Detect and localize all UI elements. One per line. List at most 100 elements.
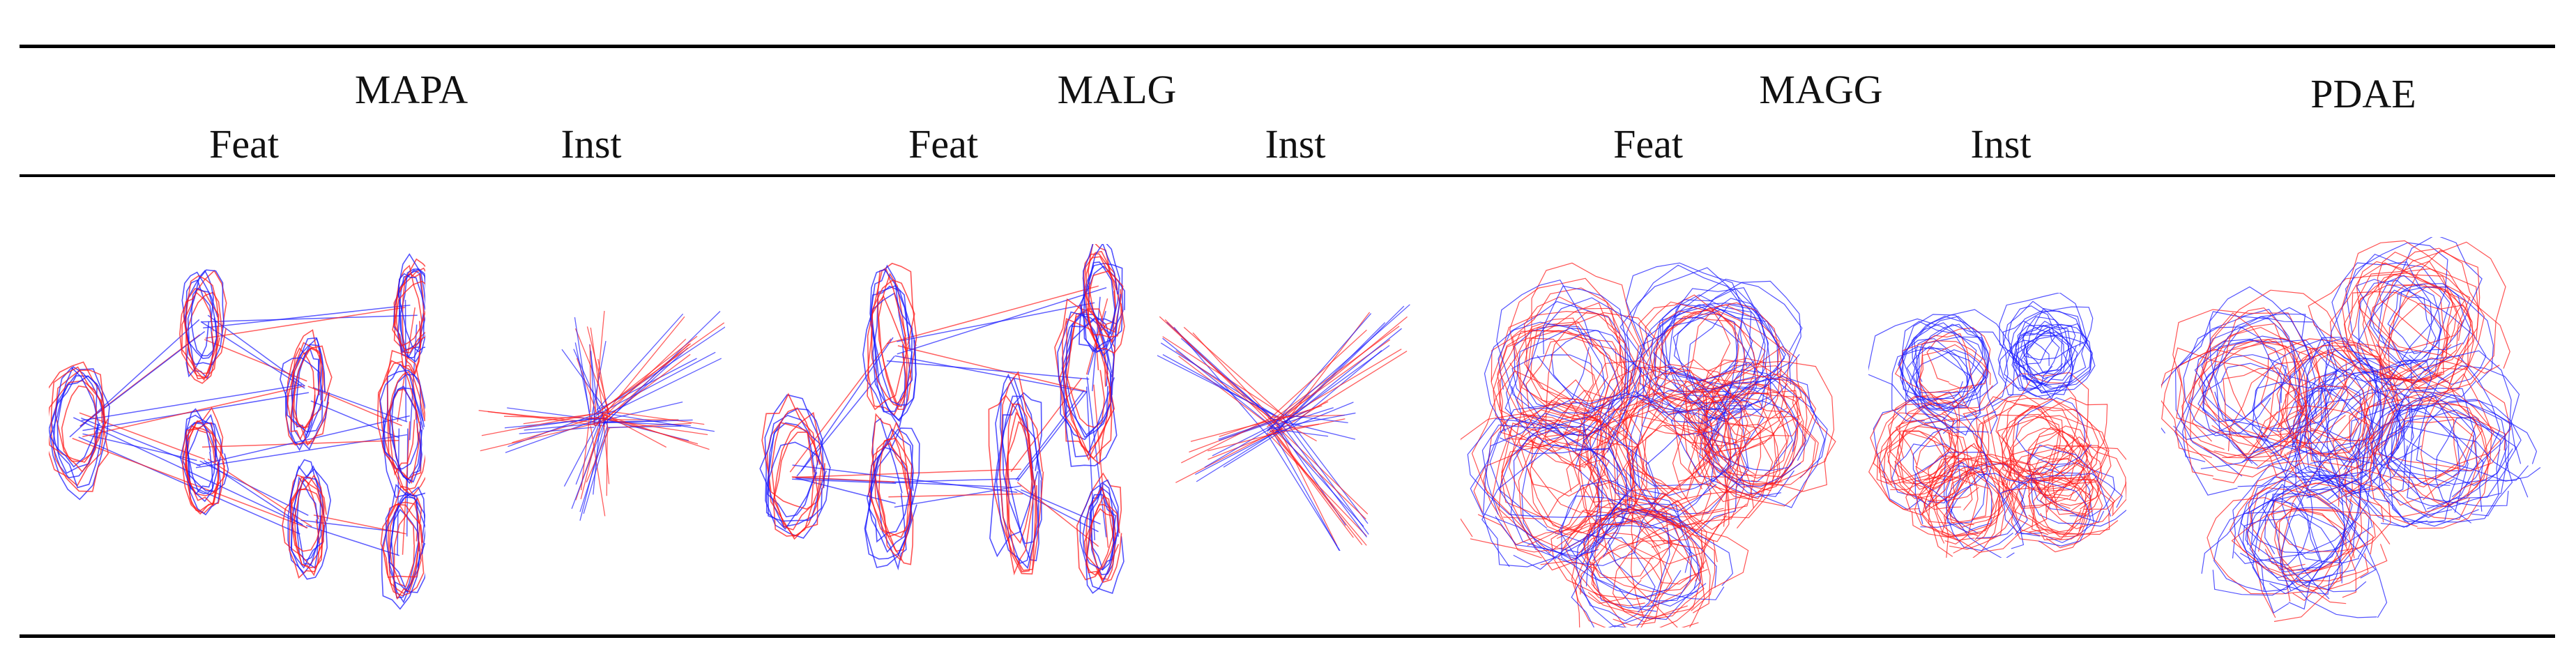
mapa-feat-loop [49, 375, 100, 468]
pdae-loop [2304, 349, 2395, 478]
pdae-loop [2358, 274, 2464, 372]
malg-inst-edge [1271, 429, 1340, 551]
mapa-feat-edge [207, 314, 305, 387]
pdae-loop [2223, 307, 2307, 439]
magg-feat-loop [1501, 422, 1619, 571]
pdae-loop [2197, 339, 2330, 470]
magg-feat-loop [1653, 303, 1738, 436]
malg-feat-edge [1093, 384, 1109, 548]
malg-inst-edge [1267, 419, 1364, 527]
magg-inst-loop [2000, 477, 2091, 547]
magg-inst-loop [2013, 406, 2100, 491]
magg-inst-loop [1894, 340, 1988, 394]
mapa-feat-loop [292, 477, 327, 569]
magg-feat-loop [1504, 327, 1643, 453]
malg-feat-loop [1006, 420, 1035, 576]
pdae-loop [2296, 342, 2399, 442]
mapa-feat-loop [379, 360, 425, 497]
mapa-inst-edge [580, 413, 590, 491]
subheader-malg-feat: Feat [908, 121, 978, 167]
magg-inst-loop [1963, 396, 2069, 475]
magg-inst-loop [2002, 458, 2087, 535]
mapa-feat-loop [387, 485, 420, 595]
magg-inst-loop [1887, 432, 1979, 501]
malg-inst-edge [1270, 423, 1320, 432]
pdae-loop [2280, 442, 2364, 591]
magg-inst-loop [1868, 318, 1977, 402]
magg-inst-loop [1883, 420, 1956, 496]
mapa-inst-edge [596, 316, 685, 425]
group-header-pdae: PDAE [2310, 71, 2416, 116]
pdae-loop [2198, 340, 2308, 438]
magg-inst-loop [1998, 444, 2099, 534]
figure-mapa-feat [49, 253, 425, 610]
pdae-loop [2249, 476, 2361, 595]
mapa-feat-edge [207, 458, 312, 528]
magg-inst-loop [2028, 436, 2126, 535]
malg-inst-edge [1273, 414, 1345, 418]
malg-inst-edge [1212, 422, 1277, 457]
mapa-feat-loop [395, 264, 422, 376]
mapa-feat-loop [392, 280, 425, 351]
pdae-loop [2231, 508, 2391, 581]
pdae-loop [2387, 283, 2471, 354]
magg-inst-loop [2016, 330, 2073, 386]
malg-inst-edge [1267, 432, 1367, 537]
mapa-feat-loop [399, 268, 425, 359]
malg-inst-edge [1190, 416, 1286, 442]
malg-inst-edge [1207, 432, 1277, 452]
magg-feat-loop [1698, 381, 1788, 496]
malg-inst-edge [1282, 350, 1382, 434]
magg-feat-loop [1685, 369, 1801, 453]
mapa-feat-loop [393, 268, 425, 353]
magg-feat-loop [1628, 407, 1762, 518]
mapa-inst-edge [602, 419, 693, 424]
magg-feat-loop [1590, 503, 1692, 612]
malg-inst-edge [1175, 432, 1274, 483]
magg-inst-loop [1906, 346, 1998, 434]
subheader-malg-inst: Inst [1265, 121, 1326, 167]
magg-feat-loop [1550, 510, 1708, 600]
pdae-loop [2378, 394, 2508, 518]
malg-feat-edge [792, 478, 897, 485]
mapa-feat-edge [205, 307, 406, 339]
magg-feat-loop [1590, 540, 1696, 614]
mapa-feat-loop [389, 387, 424, 482]
pdae-loop [2391, 350, 2512, 512]
malg-inst-edge [1162, 337, 1283, 436]
magg-feat-loop [1516, 302, 1626, 444]
magg-inst-loop [1943, 462, 2025, 558]
magg-inst-loop [2001, 404, 2074, 476]
magg-feat-loop [1639, 304, 1769, 425]
pdae-loop [2286, 383, 2368, 478]
mapa-feat-loop [380, 503, 424, 578]
mapa-feat-loop [49, 380, 107, 463]
mapa-inst-edge [481, 414, 590, 436]
malg-feat-loop [867, 279, 915, 411]
pdae-loop [2356, 261, 2457, 356]
malg-feat-loop [1002, 401, 1040, 544]
malg-feat-edge [892, 478, 1020, 483]
mapa-inst-edge [594, 353, 691, 427]
pdae-loop [2384, 425, 2529, 507]
malg-inst-edge [1284, 414, 1348, 423]
magg-inst-loop [2027, 427, 2094, 512]
magg-feat-loop [1587, 494, 1672, 579]
malg-inst-edge [1270, 329, 1367, 419]
malg-feat-loop [1061, 318, 1113, 459]
magg-inst-loop [2040, 477, 2114, 530]
subheader-mapa-inst: Inst [561, 121, 622, 167]
malg-feat-loop [989, 392, 1042, 558]
pdae-loop [2161, 316, 2296, 441]
mapa-inst-edge [602, 311, 721, 426]
malg-inst-edge [1164, 319, 1279, 431]
header-rule [20, 174, 2555, 177]
magg-feat-loop [1493, 337, 1601, 449]
mapa-inst-edge [596, 313, 684, 411]
magg-inst-loop [1998, 326, 2060, 396]
pdae-loop [2318, 359, 2423, 498]
group-header-malg: MALG [1057, 67, 1177, 112]
magg-feat-loop [1578, 414, 1712, 559]
malg-inst-edge [1267, 304, 1410, 431]
pdae-loop [2194, 313, 2311, 422]
